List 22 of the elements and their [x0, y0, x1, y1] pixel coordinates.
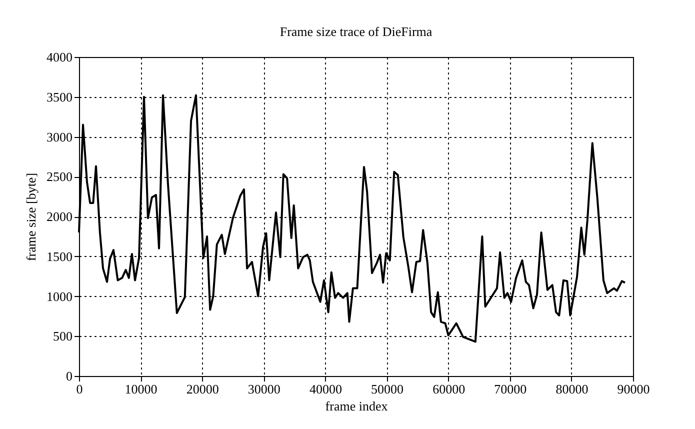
- chart-title: Frame size trace of DieFirma: [280, 24, 432, 39]
- y-axis-title: frame size [byte]: [24, 172, 38, 262]
- y-tick-label: 3500: [46, 89, 72, 104]
- y-tick-label: 4000: [46, 50, 72, 64]
- x-tick-label: 0: [76, 382, 83, 396]
- y-tick-label: 0: [66, 368, 72, 384]
- x-tick-label: 20000: [186, 382, 219, 396]
- x-tick-label: 50000: [371, 382, 404, 396]
- x-axis-title: frame index: [325, 398, 388, 414]
- y-tick-label: 1000: [46, 288, 72, 304]
- x-tick-label: 30000: [248, 382, 280, 396]
- x-tick-label: 90000: [617, 382, 650, 396]
- y-tick-label: 2500: [46, 169, 72, 184]
- y-tick-label: 1500: [46, 248, 72, 264]
- y-tick-label: 3000: [46, 129, 72, 144]
- x-tick-label: 60000: [432, 382, 466, 396]
- x-tick-label: 40000: [309, 382, 342, 396]
- x-tick-label: 80000: [556, 382, 588, 396]
- y-tick-label: 500: [53, 328, 72, 344]
- x-tick-label: 10000: [124, 382, 158, 396]
- y-tick-label: 2000: [46, 209, 72, 224]
- x-tick-label: 70000: [494, 382, 527, 396]
